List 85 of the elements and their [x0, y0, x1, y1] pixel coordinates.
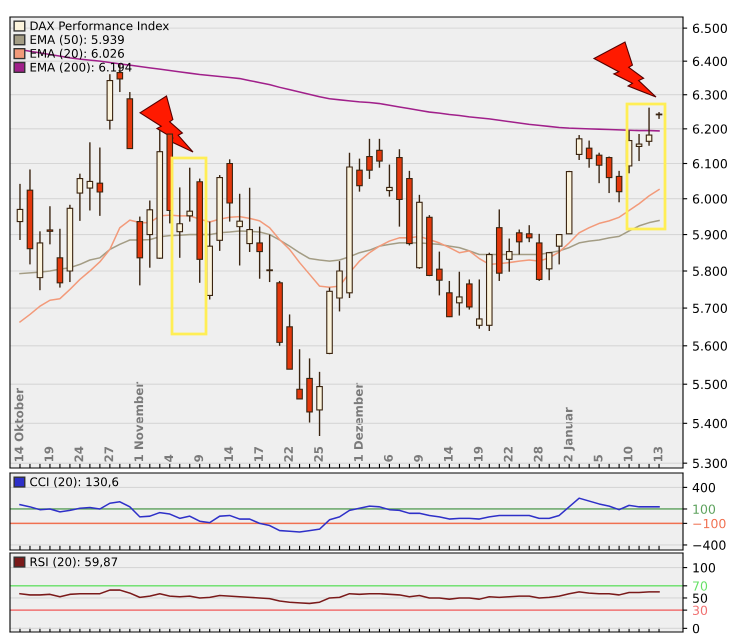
x-tick-label: 25 — [314, 446, 323, 462]
x-tick-label: 27 — [104, 446, 114, 462]
candlestick — [186, 167, 194, 222]
y-tick-label: 5.800 — [692, 266, 727, 276]
x-tick-label: 10 — [624, 446, 633, 462]
legend-label: DAX Performance Index — [30, 21, 169, 30]
candlestick — [576, 134, 582, 161]
y-tick-label: 5.400 — [692, 418, 727, 428]
x-tick-label: 19 — [474, 446, 483, 462]
candlestick — [546, 251, 552, 281]
y-tick-label: 6.200 — [692, 124, 727, 134]
x-tick-label: 2 Januar — [564, 407, 575, 462]
candlestick — [176, 186, 184, 259]
y-tick-label: 30 — [692, 606, 708, 616]
line-series — [19, 497, 660, 533]
legend-label: CCI (20): 130,6 — [30, 477, 118, 488]
x-tick-label: 14 — [444, 446, 453, 462]
candlestick — [616, 170, 622, 203]
candlestick — [636, 133, 642, 162]
y-tick-label: 6.300 — [692, 90, 727, 100]
x-tick-label: 22 — [504, 447, 513, 462]
candlestick — [466, 278, 473, 310]
candlestick — [316, 371, 323, 437]
candlestick — [596, 152, 602, 184]
x-tick-label: 6 — [384, 454, 393, 462]
y-tick-label: 400 — [692, 482, 716, 492]
candlestick — [46, 206, 54, 246]
x-tick-label: 13 — [654, 446, 662, 462]
candlestick — [256, 226, 263, 280]
candlestick — [246, 187, 253, 253]
candlestick — [366, 138, 373, 180]
legend-label: EMA (50): 5.939 — [30, 34, 124, 46]
x-tick-label: 9 — [194, 454, 204, 462]
candlestick — [506, 238, 513, 272]
y-tick-label: −100 — [693, 518, 726, 528]
y-tick-label: 100 — [693, 504, 716, 514]
candlestick — [376, 138, 383, 168]
x-tick-label: 9 — [414, 454, 423, 462]
candlestick — [516, 228, 523, 256]
x-tick-label: 5 — [594, 455, 603, 462]
candlestick — [86, 142, 94, 212]
y-tick-label: −400 — [693, 540, 726, 550]
legend-label: RSI (20): 59,87 — [30, 557, 118, 568]
candlestick — [386, 164, 393, 198]
y-tick-label: 100 — [693, 563, 716, 573]
candlestick — [526, 224, 533, 243]
y-tick-label: 5.300 — [692, 458, 727, 468]
candlestick — [476, 278, 483, 330]
candlestick — [586, 140, 592, 168]
candlestick — [606, 156, 612, 194]
candlestick — [296, 348, 303, 400]
y-tick-label: 5.700 — [692, 304, 727, 313]
y-tick-label: 6.500 — [692, 24, 727, 34]
y-tick-label: 5.600 — [692, 341, 727, 351]
y-tick-label: 6.000 — [692, 194, 727, 204]
candlestick — [436, 250, 443, 296]
x-tick-label: 22 — [284, 447, 293, 462]
x-tick-label: 1 November — [134, 382, 144, 462]
y-tick-label: 5.500 — [692, 380, 727, 390]
candlestick — [646, 106, 652, 146]
x-tick-label: 19 — [44, 446, 54, 462]
y-tick-label: 70 — [693, 581, 708, 591]
x-tick-label: 4 — [164, 454, 174, 462]
candlestick — [16, 183, 24, 241]
candlestick — [236, 193, 243, 266]
y-tick-label: 6.100 — [692, 158, 727, 168]
candlestick — [356, 158, 363, 192]
line-series — [19, 188, 660, 323]
candlestick — [556, 234, 562, 266]
x-tick-label: 1 Dezember — [354, 382, 363, 462]
y-tick-label: 6.400 — [692, 56, 727, 66]
y-tick-label: 0 — [692, 624, 700, 634]
x-tick-label: 24 — [74, 446, 84, 462]
line-series — [19, 589, 660, 604]
candlestick — [76, 172, 84, 222]
line-series — [19, 220, 660, 274]
y-tick-label: 50 — [692, 593, 708, 603]
x-tick-label: 14 — [224, 446, 233, 462]
x-tick-label: 28 — [534, 446, 543, 462]
candlestick — [446, 280, 453, 318]
x-tick-label: 17 — [254, 446, 263, 462]
candlestick — [96, 146, 104, 217]
x-tick-label: 14 Oktober — [14, 388, 24, 462]
candlestick — [456, 271, 463, 316]
y-tick-label: 5.900 — [692, 230, 727, 240]
